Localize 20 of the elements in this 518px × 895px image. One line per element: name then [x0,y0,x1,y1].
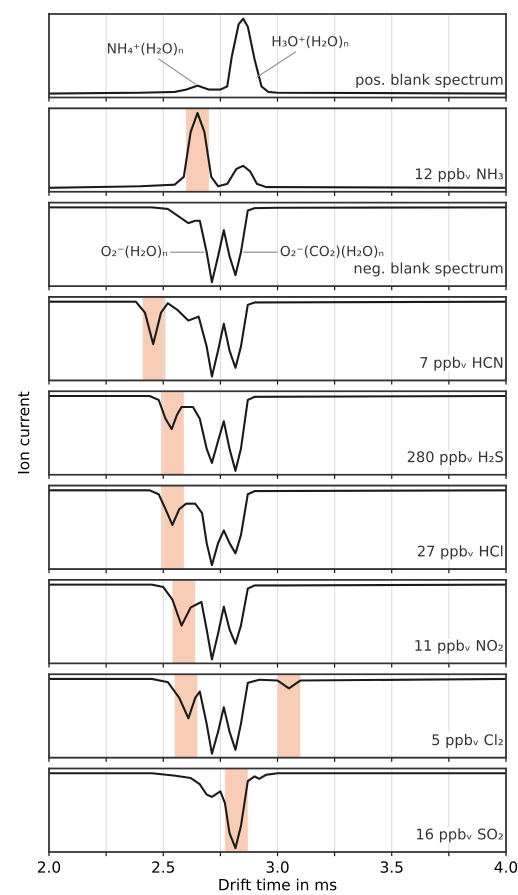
annotation: pos. blank spectrum [356,74,502,88]
x-tick-label: 2.0 [38,861,60,873]
annotation: NH₄⁺(H₂O)ₙ [108,42,183,56]
x-tick-label: 4.0 [494,861,518,873]
annotation: H₃O⁺(H₂O)ₙ [272,36,348,48]
annotation: neg. blank spectrum [354,262,502,276]
annotation: O₂⁻(H₂O)ₙ [101,246,168,258]
annotation: 27 ppbᵥ HCl [418,545,502,560]
x-tick-label: 2.5 [152,861,174,873]
annotation: 5 ppbᵥ Cl₂ [432,734,503,748]
annotation: 16 ppbᵥ SO₂ [417,828,503,842]
annotation: 12 ppbᵥ NH₃ [416,168,503,182]
x-tick-label: 3.5 [380,861,403,873]
annotation: 280 ppbᵥ H₂S [408,450,503,466]
x-tick-label: 3.0 [266,861,289,873]
y-axis-title: Ion current [18,392,30,474]
annotation: 11 ppbᵥ NO₂ [415,640,503,654]
annotation: 7 ppbᵥ HCN [420,356,502,371]
annotation: O₂⁻(CO₂)(H₂O)ₙ [280,246,384,258]
x-axis-title: Drift time in ms [219,878,336,890]
